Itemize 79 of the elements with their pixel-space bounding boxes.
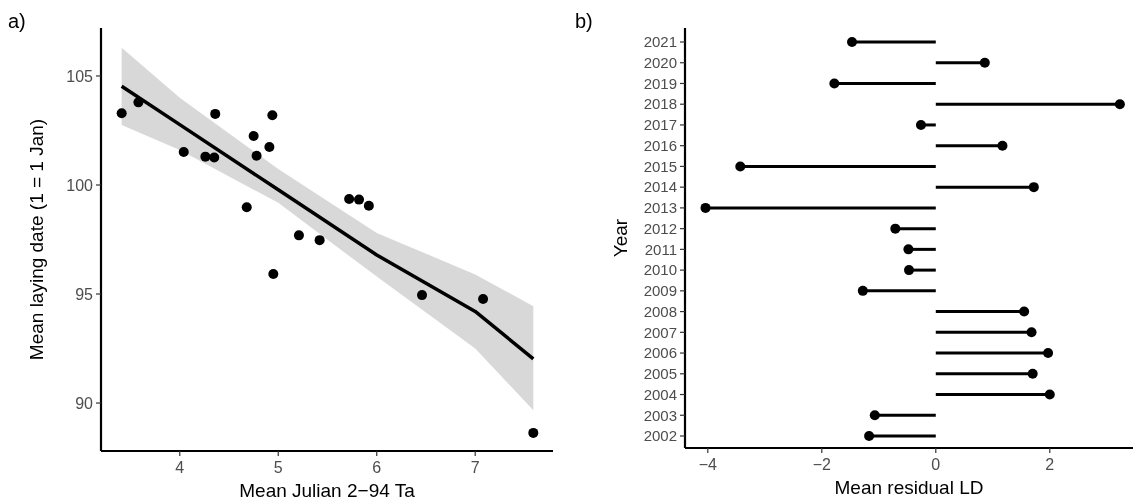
x-tick-label: 0 xyxy=(931,456,941,473)
y-tick-label: 2010 xyxy=(643,261,677,279)
point xyxy=(314,235,325,246)
point xyxy=(133,97,144,108)
y-tick-label: 2014 xyxy=(643,178,677,196)
x-tick-label: 2 xyxy=(1045,456,1055,473)
point xyxy=(1044,389,1055,400)
point xyxy=(528,427,539,438)
point xyxy=(478,294,489,305)
point xyxy=(847,37,857,47)
point xyxy=(200,151,211,162)
point xyxy=(363,200,374,211)
y-tick-label: 2003 xyxy=(643,406,677,424)
point xyxy=(344,193,355,204)
point xyxy=(829,78,840,89)
y-tick-label: 105 xyxy=(66,67,94,85)
y-tick-label: 2019 xyxy=(643,74,677,92)
point xyxy=(1043,348,1054,359)
x-tick-label: −4 xyxy=(698,456,718,473)
x-axis-title: Mean Julian 2−94 Ta xyxy=(239,480,416,501)
point xyxy=(1026,327,1037,338)
point xyxy=(1027,368,1038,379)
y-tick-label: 2018 xyxy=(643,95,677,113)
point xyxy=(248,130,259,141)
point xyxy=(268,268,279,279)
point xyxy=(1019,306,1030,317)
y-tick-label: 2008 xyxy=(643,302,677,320)
point xyxy=(735,161,746,172)
point xyxy=(869,410,880,421)
point xyxy=(209,152,220,163)
point xyxy=(700,202,711,213)
x-tick-label: 6 xyxy=(372,459,382,476)
point xyxy=(890,223,901,234)
y-tick-label: 100 xyxy=(66,176,94,194)
x-tick-label: 5 xyxy=(273,459,283,476)
point xyxy=(857,285,868,296)
y-tick-label: 90 xyxy=(75,394,94,412)
y-tick-label: 2007 xyxy=(643,323,677,341)
y-tick-label: 2006 xyxy=(643,344,677,362)
x-tick-label: −2 xyxy=(812,456,832,473)
y-tick-label: 2011 xyxy=(644,240,677,258)
y-tick-label: 2017 xyxy=(643,116,677,134)
point xyxy=(354,194,364,205)
chart-title: a) xyxy=(8,10,26,32)
point xyxy=(864,431,875,441)
y-tick-label: 2013 xyxy=(643,199,677,217)
y-axis-title: Mean laying date (1 = 1 Jan) xyxy=(26,118,47,361)
y-tick-label: 2016 xyxy=(643,136,677,154)
y-tick-label: 2009 xyxy=(643,282,677,300)
point xyxy=(178,147,189,158)
point xyxy=(264,142,275,153)
point xyxy=(241,202,252,213)
point xyxy=(116,108,127,119)
y-tick-label: 2005 xyxy=(643,365,677,383)
point xyxy=(293,230,304,241)
point xyxy=(904,265,914,276)
y-tick-label: 95 xyxy=(75,285,94,303)
y-tick-label: 2012 xyxy=(643,219,677,237)
line-series xyxy=(119,84,536,361)
y-tick-label: 2021 xyxy=(643,33,677,51)
point xyxy=(1028,182,1039,193)
point xyxy=(979,57,990,68)
point xyxy=(903,244,914,255)
y-tick-label: 2004 xyxy=(643,385,677,403)
chart-title: b) xyxy=(575,10,593,32)
point xyxy=(251,150,262,161)
x-tick-label: 4 xyxy=(175,459,185,476)
point xyxy=(1114,99,1125,110)
point xyxy=(915,119,926,130)
x-tick-label: 7 xyxy=(470,459,480,476)
point xyxy=(267,110,278,121)
x-axis-title: Mean residual LD xyxy=(834,477,984,498)
y-axis-title: Year xyxy=(610,218,631,258)
y-tick-label: 2015 xyxy=(643,157,677,175)
y-tick-label: 2020 xyxy=(643,53,677,71)
point xyxy=(210,108,221,119)
point xyxy=(997,140,1008,151)
y-tick-label: 2002 xyxy=(643,427,677,445)
point xyxy=(417,290,428,301)
